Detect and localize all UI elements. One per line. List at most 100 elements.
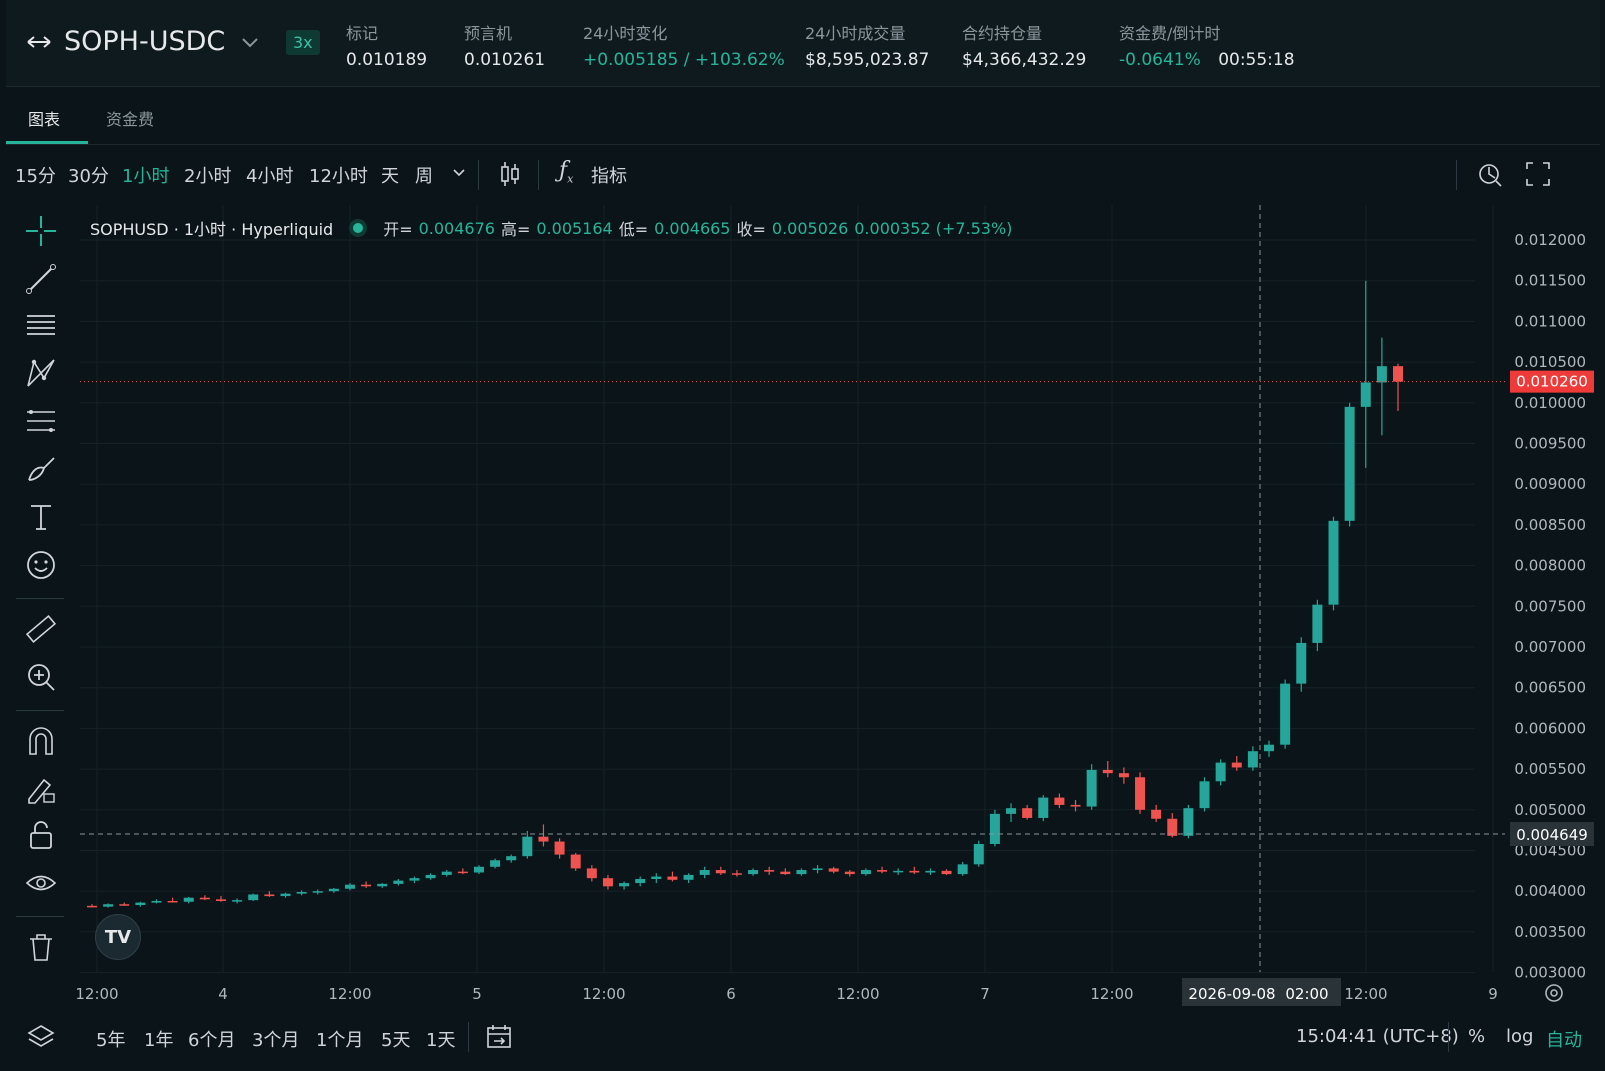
candle-body [1151, 809, 1162, 819]
range-6m[interactable]: 6个月 [188, 1030, 236, 1051]
timeframe-2h[interactable]: 2小时 [184, 166, 232, 187]
trend-line-icon[interactable] [22, 260, 60, 298]
y-tick-label: 0.007500 [1514, 597, 1586, 615]
timeframe-day[interactable]: 天 [381, 166, 399, 187]
fib-icon[interactable] [22, 402, 60, 440]
candle-body [1296, 642, 1307, 684]
candle-body [215, 899, 226, 901]
text-icon[interactable] [22, 498, 60, 536]
emoji-icon[interactable] [22, 546, 60, 584]
horizontal-lines-icon[interactable] [22, 306, 60, 344]
unlock-icon[interactable] [22, 816, 60, 854]
tab-chart[interactable]: 图表 [28, 110, 61, 129]
last-price-label: 0.010260 [1516, 373, 1588, 391]
fullscreen-icon[interactable] [1524, 160, 1552, 188]
y-tick-label: 0.005500 [1514, 760, 1586, 778]
open-value: 0.004676 [418, 218, 495, 238]
stat-value: 0.010189 [346, 50, 428, 70]
y-tick-label: 0.006000 [1514, 719, 1586, 737]
candle-body [1102, 769, 1113, 774]
settings-icon[interactable] [1476, 160, 1504, 188]
indicator-icon[interactable]: ƒx [559, 158, 574, 186]
funding-rate: -0.0641% [1119, 50, 1201, 70]
trash-icon[interactable] [22, 928, 60, 966]
x-tick-label: 7 [980, 985, 990, 1003]
tab-funding[interactable]: 资金费 [106, 110, 155, 129]
x-tick-label: 12:00 [836, 985, 879, 1003]
x-tick-label: 6 [726, 985, 736, 1003]
zoom-in-icon[interactable] [22, 658, 60, 696]
pair-selector[interactable]: SOPH-USDC [26, 26, 259, 57]
candle-body [87, 905, 97, 908]
candle-body [183, 897, 194, 902]
y-tick-label: 0.003500 [1514, 923, 1586, 941]
eye-icon[interactable] [22, 864, 60, 902]
goto-date-icon[interactable] [484, 1022, 514, 1052]
range-1d[interactable]: 1天 [426, 1030, 456, 1051]
candle-type-icon[interactable] [499, 160, 521, 188]
tradingview-logo[interactable]: TV [95, 914, 141, 960]
timeframe-week[interactable]: 周 [415, 166, 433, 187]
timeframe-4h[interactable]: 4小时 [246, 166, 294, 187]
candle-body [312, 891, 323, 893]
magnet-icon[interactable] [22, 722, 60, 760]
range-1m[interactable]: 1个月 [316, 1030, 364, 1051]
brush-icon[interactable] [22, 450, 60, 488]
pattern-icon[interactable] [22, 354, 60, 392]
candle-body [167, 900, 178, 903]
candle-body [570, 854, 581, 869]
toolbar-divider [468, 1022, 469, 1052]
candle-body [1167, 818, 1178, 836]
range-3m[interactable]: 3个月 [252, 1030, 300, 1051]
candle-body [119, 904, 130, 906]
timeframe-12h[interactable]: 12小时 [309, 166, 368, 187]
toolbar-divider [1456, 160, 1457, 190]
crosshair-icon[interactable] [22, 212, 60, 250]
timeframe-1h[interactable]: 1小时 [122, 166, 170, 187]
range-5y[interactable]: 5年 [96, 1030, 126, 1051]
lock-pencil-icon[interactable] [22, 770, 60, 808]
range-1y[interactable]: 1年 [144, 1030, 174, 1051]
candle-body [457, 871, 468, 874]
candle-body [361, 884, 372, 887]
candle-body [1070, 804, 1081, 807]
stat-value: $8,595,023.87 [805, 50, 930, 70]
candle-body [1006, 808, 1017, 814]
stat-label: 标记 [346, 24, 379, 43]
candle-body [1215, 762, 1226, 782]
y-tick-label: 0.006500 [1514, 679, 1586, 697]
ruler-icon[interactable] [22, 610, 60, 648]
low-value: 0.004665 [654, 218, 731, 238]
auto-scale-button[interactable]: 自动 [1546, 1030, 1582, 1051]
candle-body [828, 868, 839, 872]
y-tick-label: 0.005000 [1514, 801, 1586, 819]
change-value: 0.000352 (+7.53%) [854, 218, 1013, 238]
axis-settings-icon-center [1550, 989, 1558, 997]
candle-body [909, 870, 920, 873]
axis-settings-icon[interactable] [1545, 984, 1563, 1002]
candle-body [393, 880, 404, 884]
chevron-down-icon[interactable] [452, 168, 466, 178]
crosshair-price-label: 0.004649 [1516, 826, 1588, 844]
clock[interactable]: 15:04:41 (UTC+8) [1296, 1026, 1459, 1047]
candle-body [635, 878, 646, 884]
range-5d[interactable]: 5天 [381, 1030, 411, 1051]
candle-body [957, 864, 968, 875]
layers-icon[interactable] [26, 1022, 56, 1052]
crosshair-date-label: 2026-09-08 [1188, 985, 1275, 1003]
indicators-button[interactable]: 指标 [591, 166, 627, 187]
candle-body [425, 874, 436, 879]
timeframe-30m[interactable]: 30分 [68, 166, 109, 187]
percent-scale-button[interactable]: % [1468, 1026, 1486, 1047]
crosshair-time-label: 02:00 [1285, 985, 1328, 1003]
timeframe-15m[interactable]: 15分 [15, 166, 56, 187]
candle-body [602, 878, 613, 887]
log-scale-button[interactable]: log [1506, 1026, 1534, 1047]
tool-divider [16, 916, 64, 917]
close-label: 收= [736, 220, 766, 239]
leverage-badge[interactable]: 3x [286, 30, 320, 55]
candle-body [1376, 366, 1387, 383]
candle-body [651, 876, 662, 879]
candle-body [103, 904, 114, 907]
candle-body [490, 860, 501, 867]
